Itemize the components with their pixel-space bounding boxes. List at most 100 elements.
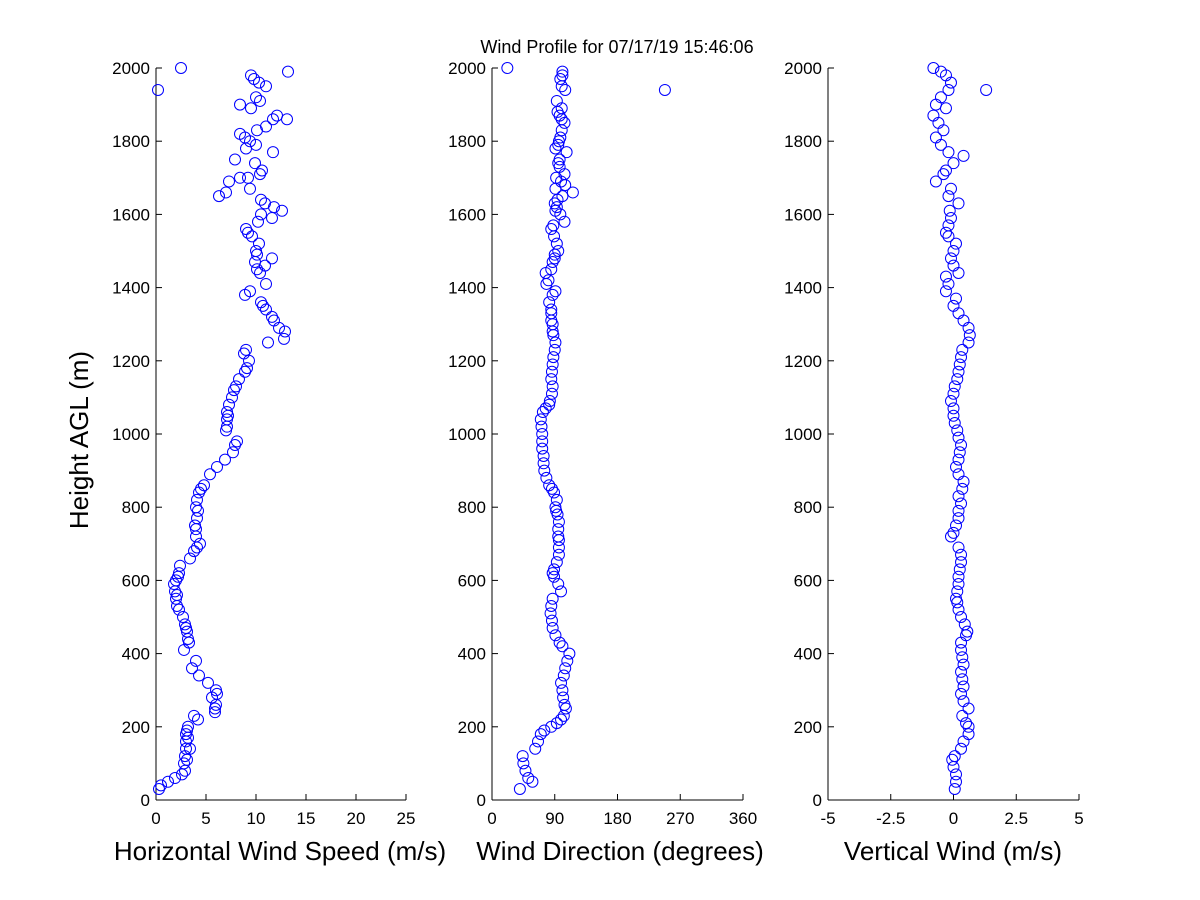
y-tick-label: 600: [458, 571, 486, 590]
data-point: [250, 245, 262, 257]
data-point: [545, 365, 558, 378]
data-point: [939, 164, 952, 177]
data-point: [179, 618, 191, 631]
y-tick-label: 1400: [112, 279, 150, 298]
data-point: [556, 640, 569, 653]
y-tick-label: 200: [122, 718, 150, 737]
x-axis-title: Wind Direction (degrees): [476, 836, 764, 866]
data-point: [537, 449, 550, 462]
data-point: [955, 742, 968, 755]
data-point: [546, 621, 559, 634]
data-point: [953, 358, 966, 371]
data-point: [152, 83, 164, 96]
data-point: [553, 636, 566, 649]
data-point: [546, 358, 559, 371]
y-tick-label: 1200: [448, 352, 486, 371]
data-point: [545, 482, 558, 495]
data-point: [549, 285, 562, 298]
data-point: [942, 277, 955, 290]
data-point: [542, 274, 555, 287]
data-point: [550, 171, 563, 184]
data-point: [962, 336, 975, 349]
data-point: [189, 519, 201, 532]
data-point: [955, 643, 968, 656]
data-point: [251, 263, 263, 276]
scatter-points: [501, 62, 671, 796]
y-tick-label: 1000: [112, 425, 150, 444]
data-point: [950, 237, 963, 250]
data-point: [946, 753, 959, 766]
data-point: [253, 237, 265, 250]
data-point: [947, 387, 960, 400]
data-point: [556, 69, 569, 82]
data-point: [547, 219, 560, 232]
data-point: [266, 252, 278, 265]
data-point: [262, 336, 274, 349]
data-point: [545, 263, 558, 276]
y-axis-title: Height AGL (m): [64, 351, 94, 529]
data-point: [563, 647, 576, 660]
data-point: [552, 515, 565, 528]
data-point: [255, 193, 267, 206]
data-point: [944, 182, 957, 195]
data-point: [549, 336, 562, 349]
data-point: [951, 585, 964, 598]
data-point: [544, 607, 557, 620]
data-point: [552, 245, 565, 257]
y-tick-label: 200: [458, 718, 486, 737]
data-point: [501, 62, 514, 74]
data-point: [543, 296, 556, 309]
data-point: [957, 695, 970, 708]
data-point: [558, 215, 571, 228]
data-point: [942, 146, 955, 159]
y-tick-label: 1200: [112, 352, 150, 371]
data-point: [942, 190, 955, 203]
data-point: [549, 629, 562, 642]
data-point: [927, 109, 940, 122]
data-point: [188, 709, 200, 722]
data-point: [658, 83, 671, 96]
data-point: [255, 208, 267, 221]
data-point: [278, 332, 290, 345]
data-point: [522, 772, 535, 785]
data-point: [195, 482, 207, 495]
data-point: [947, 259, 960, 272]
data-point: [536, 406, 549, 419]
data-point: [944, 252, 957, 265]
x-tick-label: 0: [151, 809, 160, 828]
data-point: [227, 446, 239, 459]
x-tick-label: -5: [820, 809, 835, 828]
data-point: [942, 219, 955, 232]
x-tick-label: 5: [1074, 809, 1083, 828]
data-point: [944, 395, 957, 408]
data-point: [950, 519, 963, 532]
data-point: [539, 402, 552, 415]
data-point: [559, 83, 572, 96]
data-point: [226, 391, 238, 404]
x-tick-label: 0: [487, 809, 496, 828]
data-point: [529, 742, 542, 755]
data-point: [934, 65, 947, 78]
data-point: [550, 493, 563, 506]
y-tick-label: 800: [122, 498, 150, 517]
data-point: [279, 325, 291, 338]
data-point: [190, 654, 202, 667]
y-tick-label: 1000: [784, 425, 822, 444]
data-point: [952, 468, 965, 481]
x-tick-label: 20: [347, 809, 366, 828]
data-point: [242, 171, 254, 184]
y-tick-label: 600: [122, 571, 150, 590]
data-point: [549, 501, 562, 514]
data-point: [555, 676, 568, 689]
data-point: [944, 530, 957, 543]
data-point: [260, 277, 272, 290]
data-point: [952, 541, 965, 554]
data-point: [256, 164, 268, 177]
data-point: [552, 138, 565, 151]
y-tick-label: 400: [794, 645, 822, 664]
data-point: [546, 592, 559, 605]
data-point: [950, 775, 963, 788]
